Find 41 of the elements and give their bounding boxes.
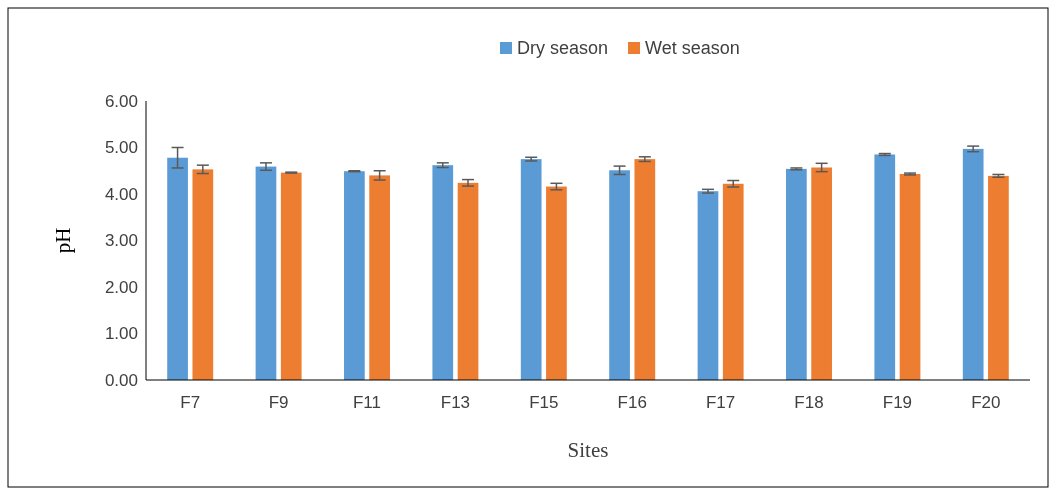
bar [457, 182, 479, 380]
bar [255, 166, 277, 380]
x-tick-label: F7 [180, 393, 201, 412]
y-tick-label: 5.00 [104, 138, 138, 158]
y-tick-label: 2.00 [104, 277, 138, 297]
bar [697, 191, 719, 380]
bar [811, 167, 832, 380]
bar [722, 183, 744, 380]
y-tick-label: 1.00 [104, 324, 138, 344]
y-tick-label: 0.00 [104, 370, 138, 390]
y-tick-label: 3.00 [104, 231, 138, 251]
x-tick-label: F16 [617, 393, 647, 412]
legend-label: Dry season [517, 38, 609, 58]
x-tick-label: F13 [440, 393, 471, 412]
y-axis-title: pH [51, 227, 75, 254]
bar [634, 159, 656, 380]
bar [899, 174, 921, 380]
x-axis-title: Sites [567, 438, 609, 462]
bar [546, 186, 567, 380]
bar [344, 171, 365, 380]
bar [988, 175, 1009, 380]
bar [874, 154, 896, 380]
legend-label: Wet season [645, 38, 740, 58]
bar [192, 169, 214, 380]
bar [786, 168, 807, 380]
bar [167, 157, 188, 380]
bar [520, 159, 542, 380]
bar [432, 165, 454, 380]
x-tick-label: F11 [352, 393, 382, 412]
bar [609, 170, 630, 380]
x-tick-label: F18 [794, 393, 824, 412]
x-tick-label: F9 [268, 393, 289, 412]
x-tick-label: F20 [971, 393, 1001, 412]
y-tick-label: 6.00 [104, 91, 138, 111]
bar [369, 175, 390, 380]
x-tick-label: F17 [705, 393, 736, 412]
y-tick-label: 4.00 [104, 184, 138, 204]
x-tick-label: F19 [882, 393, 913, 412]
bar [280, 172, 302, 380]
bar [962, 148, 984, 380]
x-tick-label: F15 [529, 393, 559, 412]
